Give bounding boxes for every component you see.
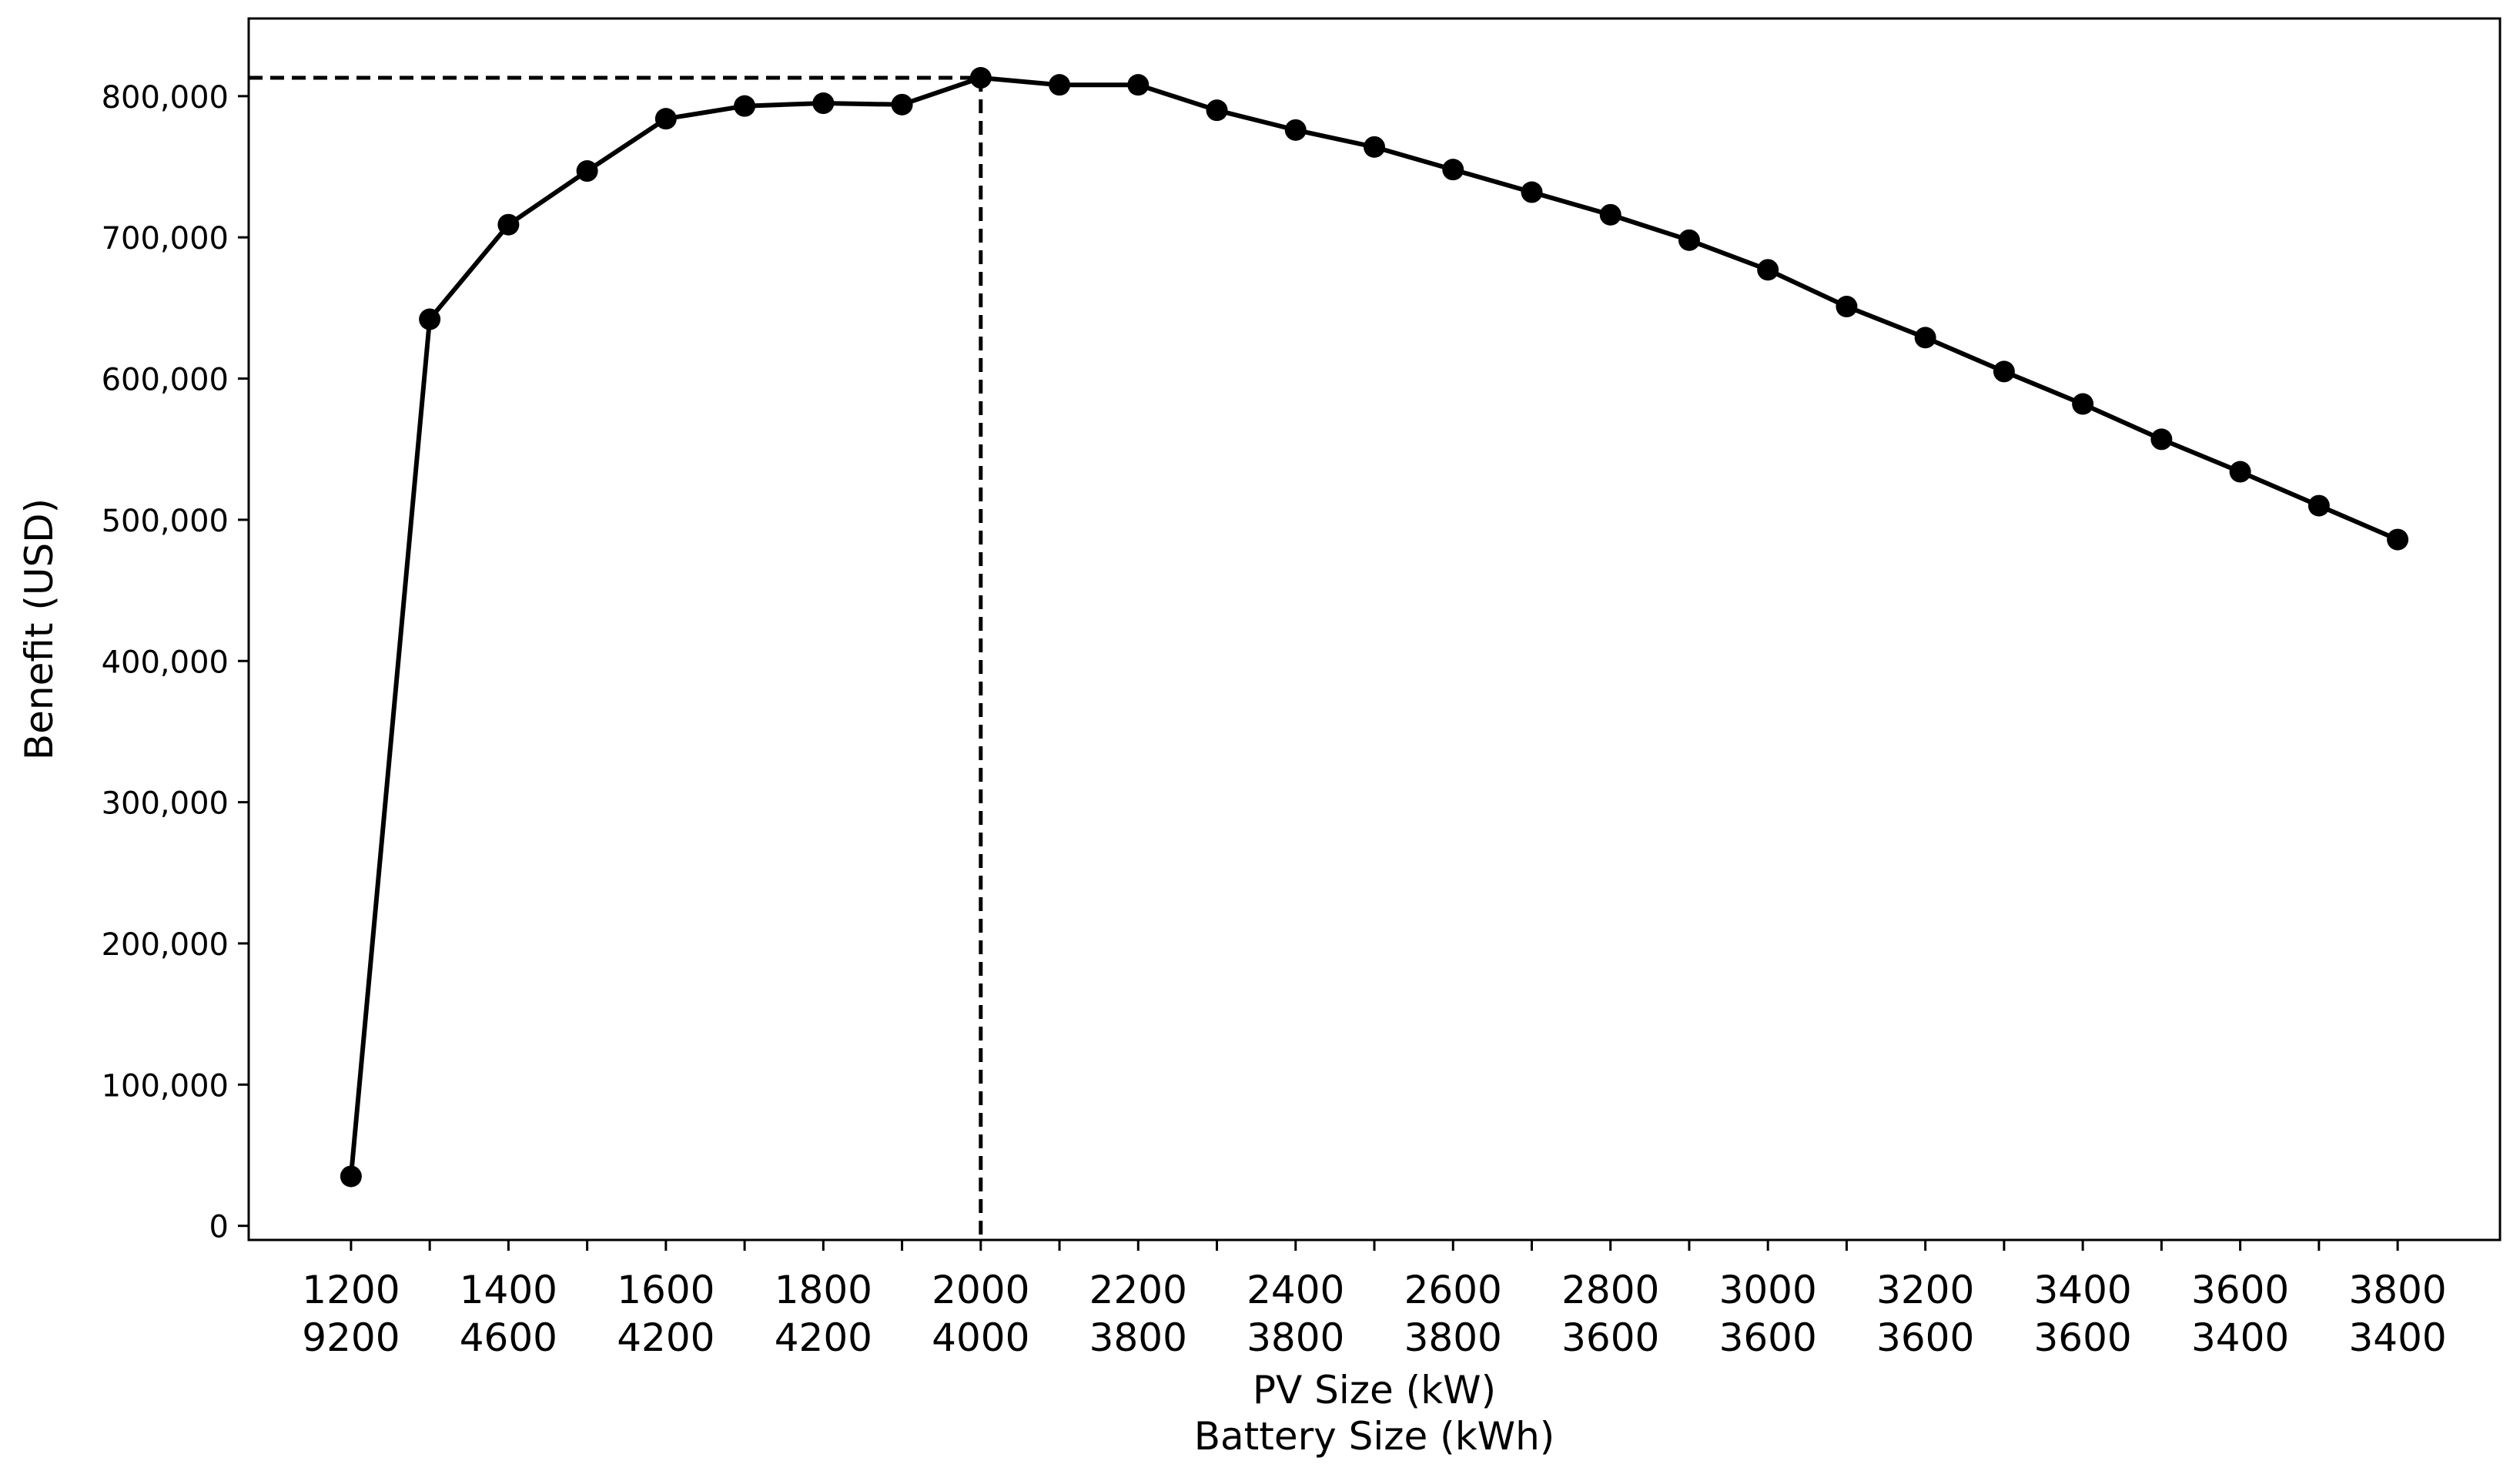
x-tick-label-pv: 3600 [2191,1268,2289,1312]
data-point [576,160,598,183]
x-tick-label-battery: 3400 [2348,1315,2446,1360]
x-tick-label-pv: 3400 [2034,1268,2132,1312]
y-tick-label: 200,000 [102,927,229,963]
data-point [1914,327,1936,349]
series-line [348,75,2399,1177]
data-point [1757,259,1779,281]
x-tick-label-battery: 3800 [1404,1315,1502,1360]
x-axis-label-battery: Battery Size (kWh) [1194,1414,1555,1459]
x-tick-label-battery: 4200 [775,1315,872,1360]
x-tick-label-battery: 4600 [460,1315,557,1360]
y-tick-label: 400,000 [102,645,229,680]
data-point [1993,360,2015,383]
data-point [654,108,677,130]
data-point [734,95,756,117]
y-axis-ticks: 0 100,000 200,000 300,000 400,000 500,000 600,… [102,80,249,1245]
data-point [1521,181,1543,203]
data-point [1836,296,1858,318]
x-tick-label-pv: 2600 [1404,1268,1502,1312]
x-tick-label-battery: 3600 [2034,1315,2132,1360]
y-tick-label: 300,000 [102,786,229,822]
data-point [1442,159,1464,181]
x-tick-label-battery: 9200 [302,1315,400,1360]
y-tick-label: 0 [209,1210,229,1245]
x-tick-label-pv: 2800 [1561,1268,1659,1312]
data-point [1127,74,1150,96]
data-point [969,67,992,89]
data-point [2072,393,2094,415]
x-tick-label-battery: 3600 [1561,1315,1659,1360]
x-tick-label-battery: 3600 [1719,1315,1817,1360]
x-tick-label-battery: 3800 [1247,1315,1344,1360]
x-tick-label-pv: 2400 [1247,1268,1344,1312]
x-tick-label-pv: 1400 [460,1268,557,1312]
x-tick-label-battery: 4000 [932,1315,1029,1360]
data-point [1599,203,1621,226]
x-tick-label-pv: 1600 [617,1268,715,1312]
data-point [2387,528,2409,551]
x-axis-ticks: 1200920014004600160042001800420020004000… [302,1240,2447,1360]
data-point [2307,494,2330,517]
data-point [891,93,913,116]
x-tick-label-battery: 4200 [617,1315,715,1360]
x-tick-label-battery: 3800 [1089,1315,1187,1360]
optimum-guides [249,75,983,1240]
y-tick-label: 700,000 [102,221,229,256]
x-tick-label-pv: 1800 [775,1268,872,1312]
data-point [1678,229,1700,251]
x-tick-label-pv: 1200 [302,1268,400,1312]
data-point [1364,136,1385,158]
data-point [1049,74,1071,96]
x-tick-label-battery: 3400 [2191,1315,2289,1360]
data-points [340,67,2409,1188]
x-tick-label-pv: 3200 [1876,1268,1974,1312]
plot-frame [247,17,2502,1241]
y-tick-label: 800,000 [102,80,229,116]
data-point [497,213,520,236]
y-tick-label: 600,000 [102,363,229,398]
x-tick-label-battery: 3600 [1876,1315,1974,1360]
y-axis-label: Benefit (USD) [17,498,62,760]
data-point [812,92,835,115]
x-tick-label-pv: 3000 [1719,1268,1817,1312]
data-point [2150,428,2173,451]
y-tick-label: 500,000 [102,504,229,539]
data-point [1284,119,1307,141]
x-tick-label-pv: 2000 [932,1268,1029,1312]
x-axis-label-pv: PV Size (kW) [1253,1368,1496,1412]
data-point [1206,99,1228,122]
data-point [419,308,441,330]
x-tick-label-pv: 3800 [2348,1268,2446,1312]
y-tick-label: 100,000 [102,1068,229,1104]
data-point [340,1165,362,1188]
data-point [2229,461,2251,483]
x-tick-label-pv: 2200 [1089,1268,1187,1312]
